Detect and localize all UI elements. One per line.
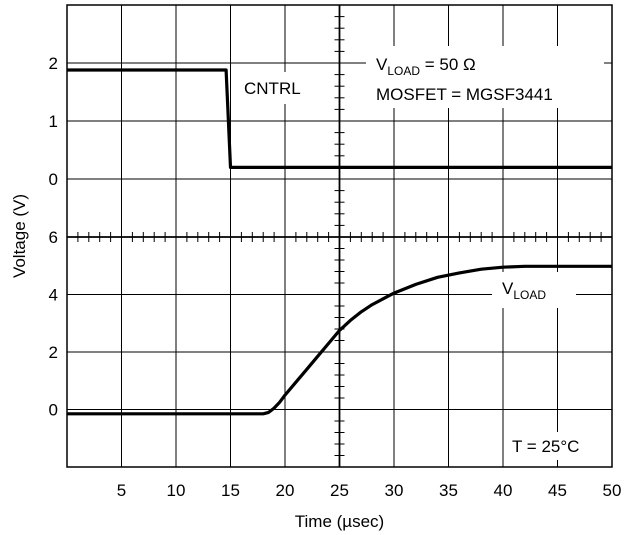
- y-tick-label: 2: [49, 343, 58, 362]
- vload-cond-rest: = 50 Ω: [420, 55, 476, 74]
- x-tick-label: 20: [276, 481, 295, 500]
- vload-cond-main: V: [376, 55, 388, 74]
- vload-series-label: VLOAD: [502, 279, 546, 302]
- y-tick-label: 1: [49, 112, 58, 131]
- vload-label-main: V: [502, 279, 514, 298]
- vload-condition-label: VLOAD = 50 Ω: [376, 55, 476, 78]
- series-cntrl-line: [67, 68, 612, 169]
- x-tick-label: 10: [167, 481, 186, 500]
- x-tick-label: 15: [221, 481, 240, 500]
- y-tick-label: 4: [49, 286, 58, 305]
- x-tick-label: 40: [494, 481, 513, 500]
- x-axis-title: Time (µsec): [295, 512, 384, 531]
- x-tick-label: 50: [603, 481, 622, 500]
- temperature-background: [505, 432, 607, 460]
- series-vload-line: [67, 264, 612, 416]
- plot-frame: [66, 4, 613, 468]
- cntrl-label-background: [237, 72, 321, 104]
- mosfet-condition-label: MOSFET = MGSF3441: [376, 85, 553, 104]
- y-axis-title: Voltage (V): [10, 194, 29, 278]
- x-tick-label: 35: [439, 481, 458, 500]
- vload-label-sub: LOAD: [513, 288, 546, 302]
- cntrl-series-label: CNTRL: [244, 79, 301, 98]
- vload-cond-sub: LOAD: [387, 64, 420, 78]
- temperature-label: T = 25°C: [512, 437, 579, 456]
- x-tick-label: 30: [385, 481, 404, 500]
- y-tick-label: 0: [49, 170, 58, 189]
- conditions-background: [366, 46, 604, 108]
- y-tick-label: 6: [49, 228, 58, 247]
- y-tick-label: 2: [49, 54, 58, 73]
- x-tick-label: 25: [330, 481, 349, 500]
- x-tick-label: 5: [117, 481, 126, 500]
- vload-label-background: [492, 272, 576, 308]
- x-tick-label: 45: [548, 481, 567, 500]
- y-tick-label: 0: [49, 401, 58, 420]
- series-layer: [67, 68, 612, 416]
